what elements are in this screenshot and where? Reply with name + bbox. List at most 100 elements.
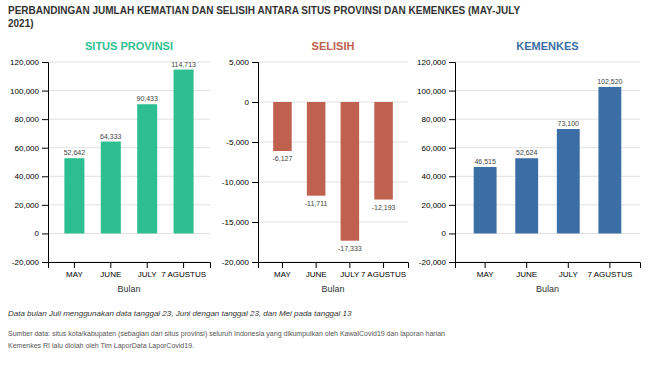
tick-mark — [568, 262, 569, 268]
x-axis: MAY JUNE JULY 7 AGUSTUS — [456, 262, 641, 279]
tick: 0 — [442, 229, 455, 238]
tick-mark — [252, 102, 258, 103]
grid-line — [258, 222, 408, 223]
title: PERBANDINGAN JUMLAH KEMATIAN DAN SELISIH… — [8, 5, 520, 16]
bar — [64, 158, 84, 233]
tick-label: 5,000 — [229, 58, 250, 67]
tick: 120,000 — [10, 58, 48, 67]
tick: JUNE — [306, 262, 327, 279]
axis-line — [49, 263, 211, 269]
tick-mark — [252, 222, 258, 223]
tick: 40,000 — [422, 172, 455, 181]
tick-label: JUNE — [100, 270, 121, 279]
x-axis: MAY JUNE JULY7 AGUSTUS — [49, 262, 211, 279]
subtitle: Data bulan Juli menggunakan data tanggal… — [8, 309, 352, 318]
tick-mark — [74, 262, 75, 268]
tick-mark — [449, 205, 455, 206]
bar — [557, 129, 580, 233]
bar — [273, 102, 292, 151]
tick-label: 100,000 — [10, 87, 39, 96]
tick: 60,000 — [15, 144, 48, 153]
tick-mark — [349, 262, 350, 268]
panel: -20,000020,00040,00060,00080,000100,0001… — [10, 40, 210, 294]
data-label: -17,333 — [338, 245, 362, 252]
tick-label: -5,000 — [226, 138, 249, 147]
tick: JULY — [559, 262, 579, 279]
tick-label: JULY — [340, 270, 360, 279]
panel-title: KEMENKES — [516, 40, 578, 52]
axis-title: Bulan — [536, 284, 559, 294]
tick: MAY — [66, 262, 83, 279]
panel-title: SITUS PROVINSI — [85, 40, 173, 52]
data-labels: 46,51552,62473,100102,520 — [474, 78, 622, 165]
tick-label: JUNE — [306, 270, 327, 279]
tick: 7 AGUSTUS — [587, 262, 632, 279]
panel: -20,000020,00040,00060,00080,000100,0001… — [417, 40, 640, 294]
tick-mark — [485, 262, 486, 268]
tick-label: 7 AGUSTUS — [587, 270, 632, 279]
data-label: -6,127 — [273, 155, 293, 162]
bar — [307, 102, 326, 196]
axis-line — [456, 263, 641, 269]
data-label: 102,520 — [597, 78, 622, 85]
bar — [174, 70, 194, 234]
y-axis: -20,000020,00040,00060,00080,000100,0001… — [10, 58, 48, 267]
tick: -10,000 — [222, 178, 258, 187]
tick-mark — [252, 62, 258, 63]
tick-label: 0 — [245, 98, 250, 107]
tick: -20,000 — [419, 258, 455, 267]
tick-label: -20,000 — [12, 258, 40, 267]
tick: 80,000 — [422, 115, 455, 124]
data-label: 46,515 — [474, 158, 496, 165]
tick-label: 0 — [442, 229, 447, 238]
tick-mark — [183, 262, 184, 268]
bar — [101, 142, 121, 234]
tick-mark — [609, 262, 610, 268]
tick-label: -20,000 — [222, 258, 250, 267]
tick-label: JULY — [138, 270, 158, 279]
tick: -20,000 — [12, 258, 48, 267]
annotation: Kemenkes RI lalu diolah oleh Tim LaporDa… — [8, 342, 194, 350]
panel-title: SELISIH — [312, 40, 355, 52]
y-axis: -20,000020,00040,00060,00080,000100,0001… — [417, 58, 455, 267]
tick-mark — [42, 233, 48, 234]
tick-mark — [42, 62, 48, 63]
tick-mark — [110, 262, 111, 268]
tick: 5,000 — [229, 58, 258, 67]
grid-line — [258, 62, 408, 63]
tick-label: -10,000 — [222, 178, 250, 187]
tick-label: 80,000 — [15, 115, 40, 124]
grid — [48, 62, 210, 262]
tick: 7 AGUSTUS — [161, 262, 206, 279]
data-label: -12,193 — [372, 204, 396, 211]
bar — [515, 158, 538, 233]
tick-mark — [449, 176, 455, 177]
tick-label: 60,000 — [15, 144, 40, 153]
tick: 40,000 — [15, 172, 48, 181]
axis-line — [252, 63, 259, 263]
tick-label: MAY — [477, 270, 494, 279]
x-axis: MAY JUNE JULY7 AGUSTUS — [259, 262, 409, 279]
grid — [455, 62, 640, 262]
data-label: 52,624 — [516, 149, 538, 156]
axis-line — [449, 63, 456, 263]
tick: 0 — [245, 98, 258, 107]
tick-mark — [449, 148, 455, 149]
tick-mark — [449, 262, 455, 263]
data-label: 64,333 — [100, 133, 122, 140]
data-label: 90,433 — [136, 95, 158, 102]
tick: 100,000 — [417, 87, 455, 96]
tick-mark — [282, 262, 283, 268]
tick-mark — [449, 62, 455, 63]
chart: PERBANDINGAN JUMLAH KEMATIAN DAN SELISIH… — [0, 0, 653, 366]
bars — [64, 70, 193, 234]
tick: 20,000 — [15, 201, 48, 210]
tick-label: MAY — [274, 270, 291, 279]
tick: MAY — [477, 262, 494, 279]
axis-title: Bulan — [117, 284, 140, 294]
bar — [137, 104, 157, 233]
tick-label: -20,000 — [419, 258, 447, 267]
tick: 7 AGUSTUS — [361, 262, 406, 279]
tick: JUNE — [516, 262, 537, 279]
tick-label: 40,000 — [422, 172, 447, 181]
